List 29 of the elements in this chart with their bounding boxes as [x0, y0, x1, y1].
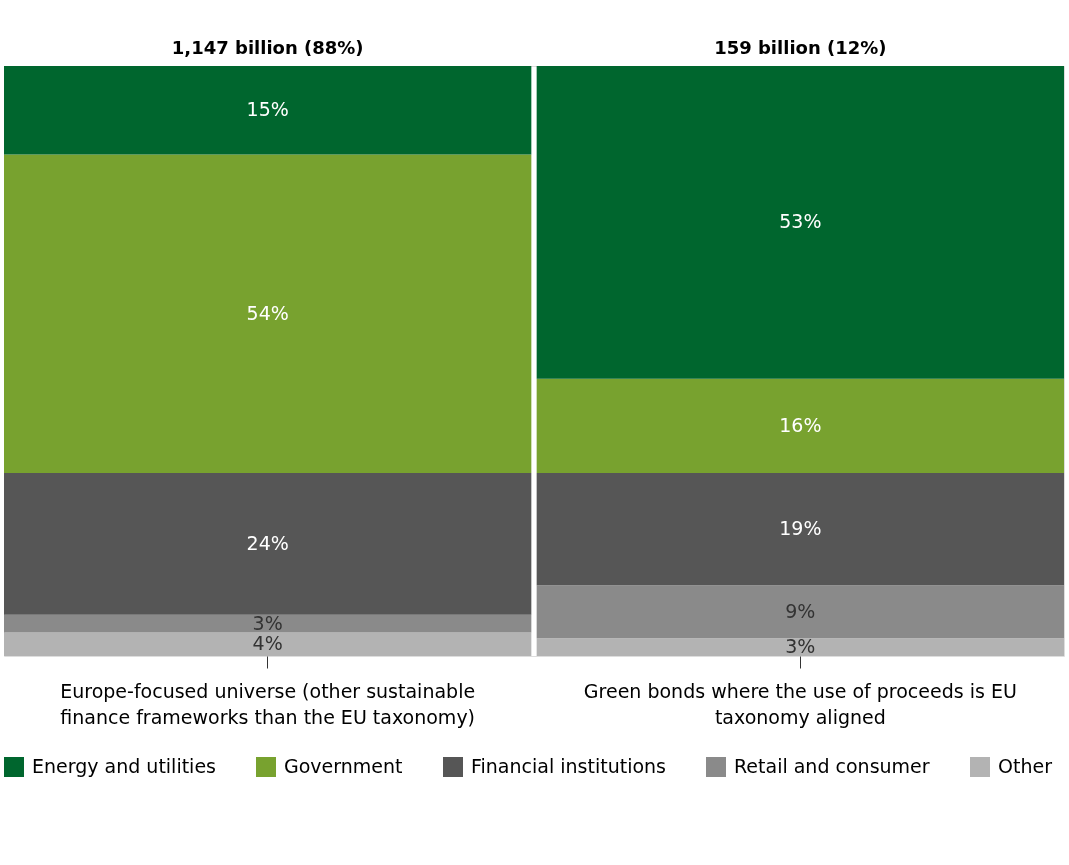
x-tick-label: Green bonds where the use of proceeds is EU taxonomy aligned [583, 679, 1017, 728]
legend-label: Financial institutions [471, 755, 666, 777]
bar [536, 638, 1064, 656]
bar [4, 154, 532, 474]
legend-label: Retail and consumer [734, 755, 930, 777]
total-label: 159 billion (12%) [714, 37, 887, 58]
legend-label: Energy and utilities [32, 755, 216, 777]
legend-label: Government [284, 755, 403, 777]
data-label: 54% [246, 301, 289, 324]
bar [4, 614, 532, 633]
bar [4, 66, 532, 155]
x-tick-label: Europe-focused universe (other sustainable finance frameworks than the EU taxonomy) [60, 679, 476, 728]
data-label: 3% [785, 635, 816, 658]
data-label: 19% [779, 517, 822, 540]
bar [536, 473, 1064, 586]
bar [536, 378, 1064, 474]
bar [4, 473, 532, 615]
data-label: 4% [252, 632, 283, 655]
data-label: 16% [779, 413, 822, 436]
bar [536, 585, 1064, 639]
data-label: 15% [246, 98, 289, 121]
legend-label: Other [998, 755, 1053, 777]
data-label: 24% [246, 531, 289, 554]
data-label: 53% [779, 210, 822, 233]
data-label: 3% [252, 611, 283, 634]
data-label: 9% [785, 599, 816, 622]
bar [536, 66, 1064, 379]
bar [4, 632, 532, 656]
total-label: 1,147 billion (88%) [171, 37, 364, 58]
